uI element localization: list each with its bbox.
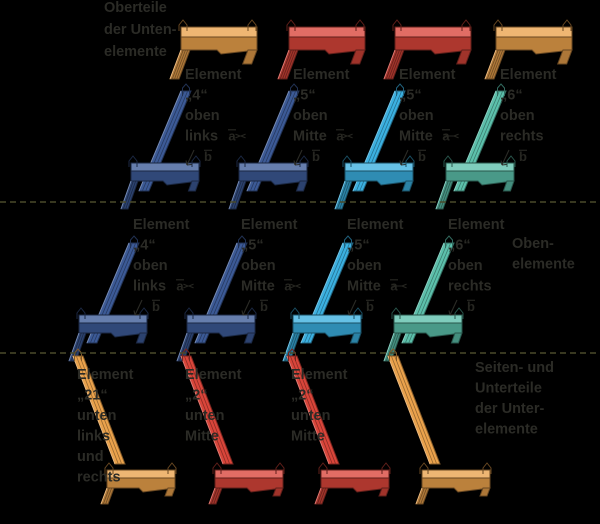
svg-text:b: b (152, 299, 160, 314)
svg-text:Element: Element (185, 67, 242, 83)
svg-text:oben: oben (347, 258, 382, 274)
svg-text:rechts: rechts (500, 129, 544, 145)
svg-text:unten: unten (77, 408, 116, 424)
svg-text:Oben-: Oben- (512, 236, 554, 252)
svg-text:oben: oben (241, 258, 276, 274)
svg-text:der Unter-: der Unter- (475, 401, 544, 417)
svg-text:„6“: „6“ (448, 238, 471, 254)
svg-text:„5“: „5“ (347, 238, 370, 254)
svg-text:Unterteile: Unterteile (475, 381, 542, 397)
svg-text:links: links (77, 429, 110, 445)
svg-text:Element: Element (399, 67, 456, 83)
svg-text:links: links (133, 279, 166, 295)
svg-text:Element: Element (291, 367, 348, 383)
svg-text:„4“: „4“ (185, 88, 208, 104)
svg-text:Mitte: Mitte (399, 129, 433, 145)
svg-text:unten: unten (185, 408, 224, 424)
svg-text:Element: Element (77, 367, 134, 383)
svg-text:„21“: „21“ (77, 388, 108, 404)
svg-text:oben: oben (500, 108, 535, 124)
svg-text:„5“: „5“ (399, 88, 422, 104)
svg-text:elemente: elemente (512, 257, 575, 273)
svg-text:Mitte: Mitte (185, 429, 219, 445)
svg-text:oben: oben (448, 258, 483, 274)
svg-text:b: b (418, 149, 426, 164)
svg-text:b: b (260, 299, 268, 314)
svg-text:Mitte: Mitte (293, 129, 327, 145)
svg-text:„6“: „6“ (500, 88, 523, 104)
svg-text:oben: oben (133, 258, 168, 274)
svg-text:„4“: „4“ (133, 238, 156, 254)
svg-text:Element: Element (185, 367, 242, 383)
svg-text:oben: oben (399, 108, 434, 124)
svg-text:Element: Element (133, 217, 190, 233)
svg-text:Element: Element (347, 217, 404, 233)
svg-text:unten: unten (291, 408, 330, 424)
svg-text:b: b (312, 149, 320, 164)
svg-text:Seiten- und: Seiten- und (475, 360, 554, 376)
svg-text:oben: oben (293, 108, 328, 124)
svg-text:rechts: rechts (448, 279, 492, 295)
svg-text:Mitte: Mitte (347, 279, 381, 295)
svg-text:„2“: „2“ (291, 388, 314, 404)
svg-text:b: b (366, 299, 374, 314)
svg-text:Element: Element (241, 217, 298, 233)
svg-text:b: b (519, 149, 527, 164)
svg-text:a: a (284, 279, 292, 294)
svg-text:links: links (185, 129, 218, 145)
svg-text:der Unten-: der Unten- (104, 22, 177, 38)
svg-text:a: a (228, 129, 236, 144)
svg-text:„2“: „2“ (185, 388, 208, 404)
svg-text:Element: Element (500, 67, 557, 83)
svg-text:rechts: rechts (77, 470, 121, 486)
svg-text:b: b (204, 149, 212, 164)
svg-text:elemente: elemente (104, 44, 167, 60)
svg-text:„5“: „5“ (241, 238, 264, 254)
svg-text:Mitte: Mitte (291, 429, 325, 445)
svg-text:a: a (176, 279, 184, 294)
svg-text:Mitte: Mitte (241, 279, 275, 295)
svg-text:b: b (467, 299, 475, 314)
svg-text:Element: Element (293, 67, 350, 83)
svg-text:und: und (77, 449, 104, 465)
svg-text:elemente: elemente (475, 422, 538, 438)
svg-text:Element: Element (448, 217, 505, 233)
svg-text:„5“: „5“ (293, 88, 316, 104)
svg-text:oben: oben (185, 108, 220, 124)
svg-text:a: a (336, 129, 344, 144)
svg-text:Oberteile: Oberteile (104, 0, 167, 16)
